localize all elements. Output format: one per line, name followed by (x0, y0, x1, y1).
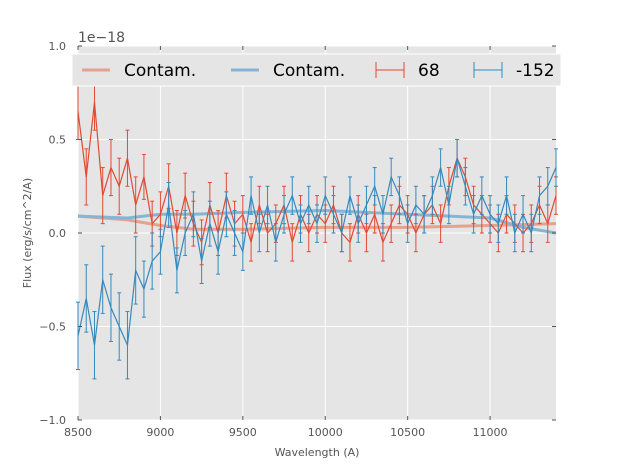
series--152 (76, 139, 558, 380)
y-tick-label: −0.5 (39, 321, 66, 334)
x-tick-label: 10000 (308, 426, 343, 439)
series-line (77, 158, 557, 348)
y-axis-label: Flux (erg/s/cm^2/A) (21, 178, 34, 288)
x-axis-label: Wavelength (A) (275, 446, 360, 459)
x-tick-label: 9500 (229, 426, 257, 439)
y-tick-label: 1.0 (49, 40, 67, 53)
x-tick-label: 11000 (473, 426, 508, 439)
x-tick-label: 10500 (390, 426, 425, 439)
legend-label: 68 (418, 61, 440, 81)
y-offset-text: 1e−18 (78, 30, 125, 46)
legend-item: Contam. (231, 61, 345, 81)
legend-item: Contam. (82, 61, 196, 81)
x-tick-label: 9000 (146, 426, 174, 439)
legend-item: -152 (473, 61, 555, 81)
legend-item: 68 (375, 61, 440, 81)
x-tick-label: 8500 (64, 426, 92, 439)
tick-labels: 8500 9000 9500 10000 10500 11000 −1.0 −0.5 0.0 0.… (39, 40, 507, 439)
y-tick-label: 0.5 (49, 134, 67, 147)
legend-label: Contam. (273, 61, 345, 81)
y-tick-label: 0.0 (49, 227, 67, 240)
legend-label: Contam. (124, 61, 196, 81)
legend-label: -152 (516, 61, 555, 81)
y-tick-label: −1.0 (39, 414, 66, 427)
axis-ticks (77, 45, 556, 421)
legend: Contam. Contam. 68 -152 (71, 53, 562, 87)
